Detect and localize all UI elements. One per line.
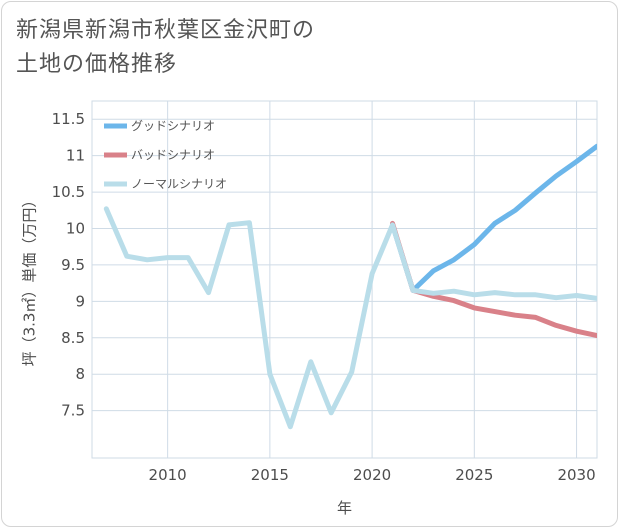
x-tick-label: 2015 bbox=[251, 466, 289, 484]
x-tick-label: 2010 bbox=[149, 466, 187, 484]
series-line-normal bbox=[103, 206, 597, 430]
y-tick-label: 10.5 bbox=[52, 183, 85, 201]
grid bbox=[92, 101, 597, 458]
y-tick-label: 8 bbox=[75, 365, 85, 383]
series-line-good bbox=[390, 143, 597, 293]
plot-area bbox=[91, 100, 598, 459]
chart-title-line-1: 新潟県新潟市秋葉区金沢町の bbox=[16, 18, 316, 43]
x-tick-label: 2030 bbox=[557, 466, 595, 484]
x-tick-label: 2025 bbox=[455, 466, 493, 484]
y-tick-label: 9 bbox=[75, 292, 85, 310]
y-tick-label: 11.5 bbox=[52, 110, 85, 128]
legend-item[interactable]: バッドシナリオ bbox=[104, 148, 215, 162]
chart-title: 新潟県新潟市秋葉区金沢町の 土地の価格推移 bbox=[16, 14, 315, 82]
y-axis-label: 坪（3.3㎡）単価（万円） bbox=[21, 193, 39, 367]
x-axis-ticks: 2010 2015 2020 2025 2030 bbox=[149, 466, 596, 484]
y-tick-label: 10 bbox=[66, 220, 85, 238]
chart-title-line-2: 土地の価格推移 bbox=[16, 52, 178, 77]
series-lines bbox=[103, 143, 597, 430]
y-tick-label: 7.5 bbox=[61, 402, 85, 420]
legend-item[interactable]: グッドシナリオ bbox=[104, 119, 215, 133]
y-tick-label: 8.5 bbox=[61, 329, 85, 347]
x-axis-label: 年 bbox=[337, 499, 352, 517]
x-tick-label: 2020 bbox=[353, 466, 391, 484]
legend-item[interactable]: ノーマルシナリオ bbox=[104, 177, 227, 191]
legend-label: グッドシナリオ bbox=[131, 119, 215, 133]
y-tick-label: 11 bbox=[66, 147, 85, 165]
legend-label: ノーマルシナリオ bbox=[131, 177, 227, 191]
y-axis-ticks: 7.5 8 8.5 9 9.5 10 10.5 11 11.5 bbox=[52, 110, 85, 419]
y-tick-label: 9.5 bbox=[61, 256, 85, 274]
legend-label: バッドシナリオ bbox=[131, 148, 215, 162]
